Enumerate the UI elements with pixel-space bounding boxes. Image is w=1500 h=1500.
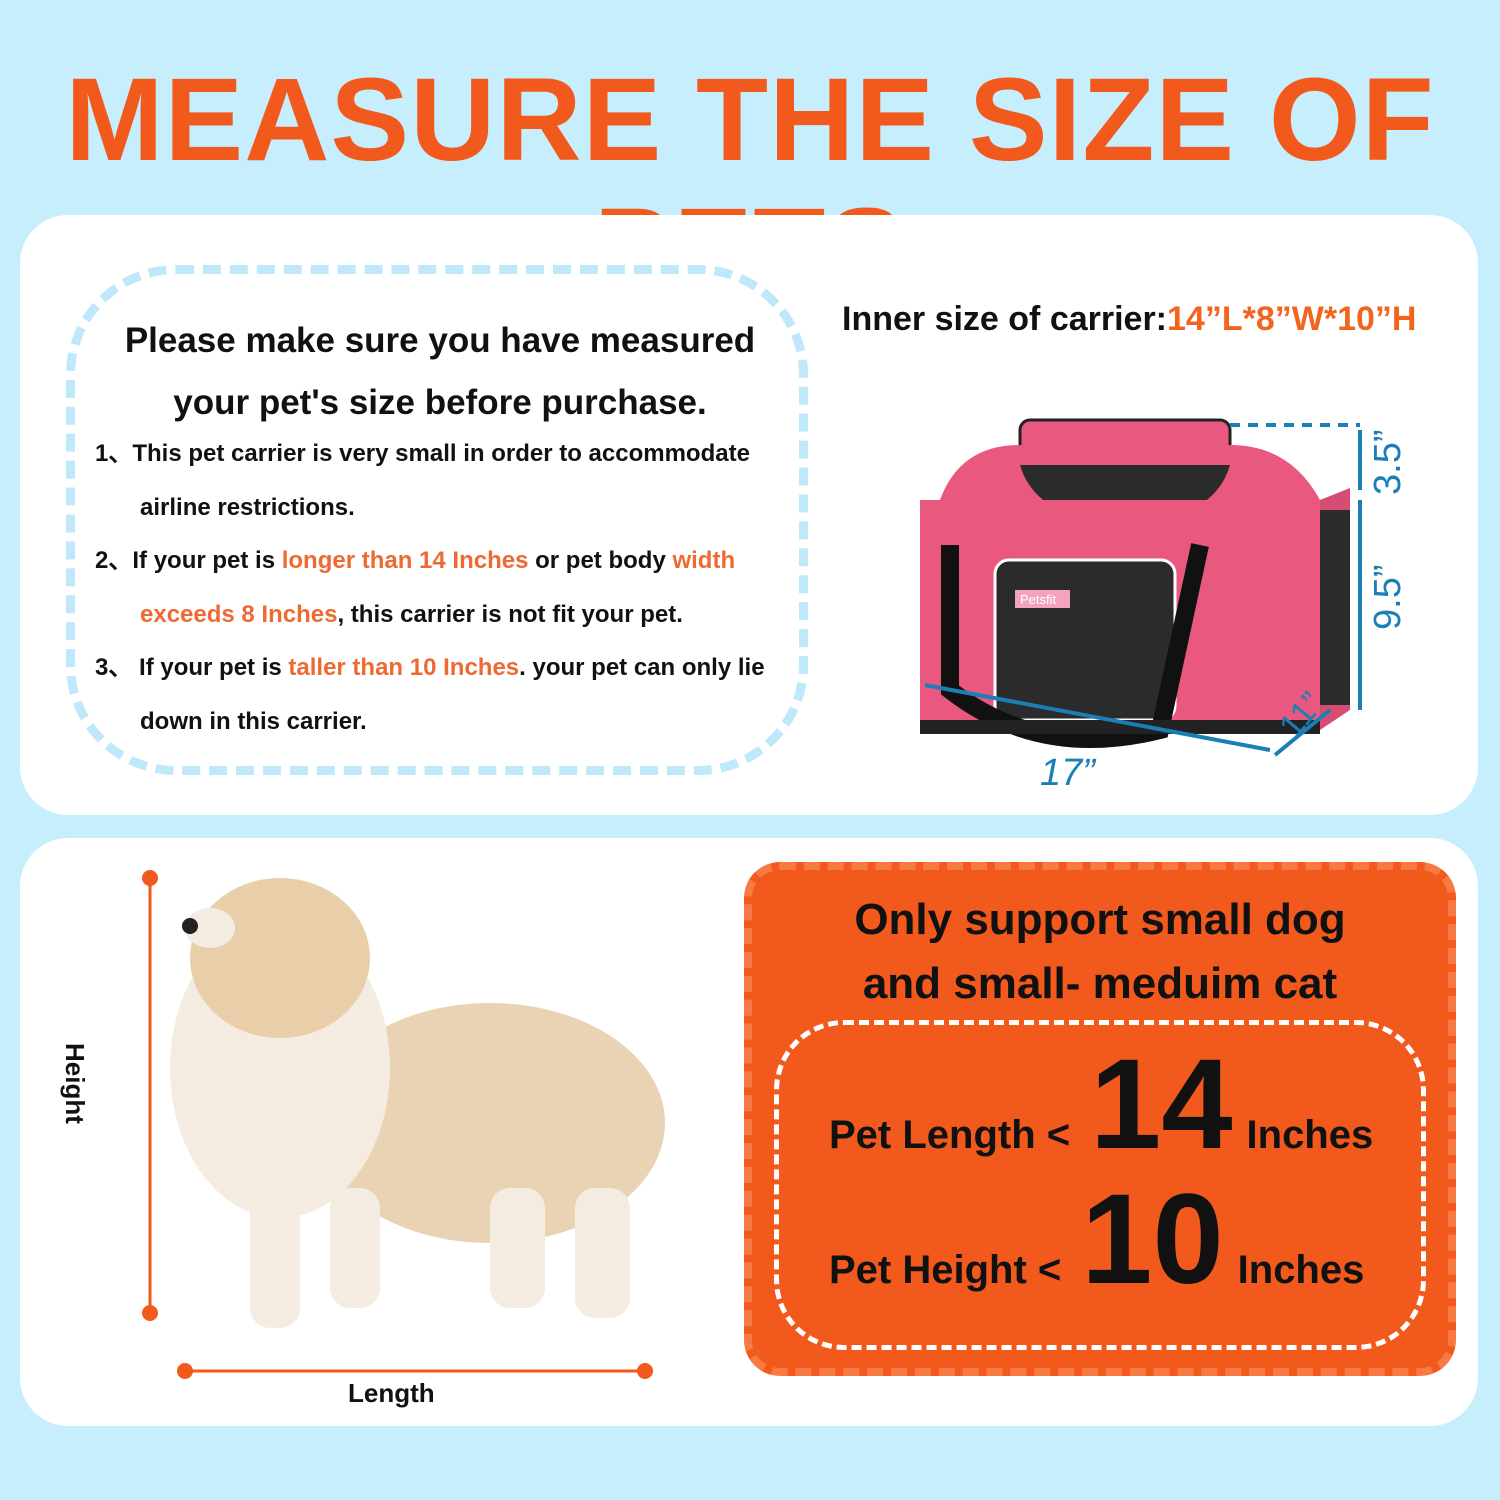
height-dim: 9.5” (1367, 565, 1409, 630)
support-box: Only support small dog and small- meduim… (744, 862, 1456, 1376)
notice-list: 1、This pet carrier is very small in orde… (95, 427, 815, 748)
support-heading: Only support small dog and small- meduim… (854, 895, 1346, 1008)
carrier-illustration: Petsfit 17” 11” 9.5” 3.5” (920, 418, 1409, 790)
length-limit: Pet Length <14 Inches (829, 1033, 1374, 1176)
list-item: 2、If your pet is longer than 14 Inches o… (95, 547, 736, 574)
list-item: 3、 If your pet is taller than 10 Inches.… (95, 654, 765, 681)
limits-box: Pet Length <14 Inches Pet Height <10 Inche… (774, 1020, 1426, 1350)
notice-heading: Please make sure you have measured your … (124, 321, 756, 422)
height-label: Height (60, 1043, 90, 1124)
inner-size-label: Inner size of carrier:14”L*8”W*10”H (842, 300, 1417, 338)
top-dim: 3.5” (1367, 430, 1409, 495)
brand-tag: Petsfit (1020, 592, 1057, 607)
length-label: Length (348, 1378, 435, 1408)
pet-size-panel: Height Length Only support small dog and… (20, 838, 1478, 1426)
carrier-info-panel: Please make sure you have measured your … (20, 215, 1478, 815)
dog-illustration (142, 870, 665, 1379)
notice-dashed-frame (66, 265, 808, 775)
list-item: 1、This pet carrier is very small in orde… (95, 440, 750, 467)
height-limit: Pet Height <10 Inches (829, 1168, 1365, 1311)
length-dim: 17” (1040, 752, 1097, 790)
